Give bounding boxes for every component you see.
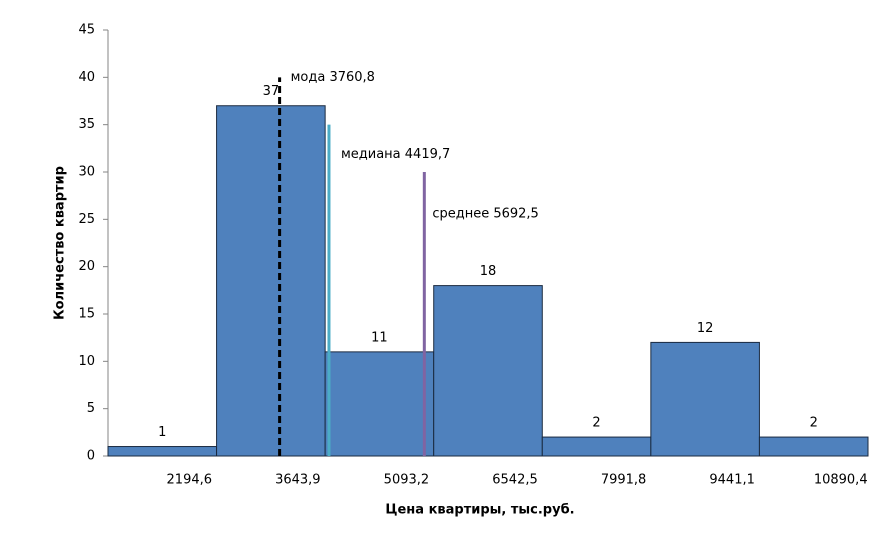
x-axis-title: Цена квартиры, тыс.руб. [385,503,574,518]
y-tick-label: 5 [87,401,95,416]
annotation-label: медиана 4419,7 [341,147,450,162]
y-tick-label: 0 [87,449,95,464]
x-tick-label: 10890,4 [814,473,868,488]
x-tick-label: 7991,8 [601,473,647,488]
value-label: 11 [371,330,388,345]
value-label: 12 [697,321,714,336]
x-tick-label: 6542,5 [492,473,538,488]
x-tick-label: 3643,9 [275,473,321,488]
y-tick-label: 20 [78,259,95,274]
y-tick-label: 30 [78,165,95,180]
value-label: 1 [158,425,166,440]
x-tick-label: 5093,2 [384,473,430,488]
value-label: 37 [263,84,280,99]
y-tick-label: 15 [78,307,95,322]
y-tick-label: 40 [78,70,95,85]
y-tick-label: 35 [78,117,95,132]
x-tick-label: 2194,6 [167,473,213,488]
bar [650,341,760,457]
annotation-label: среднее 5692,5 [432,207,539,222]
bar [433,285,543,457]
bar [758,436,869,457]
value-label: 2 [592,416,600,431]
bar [216,105,326,457]
value-label: 2 [810,416,818,431]
x-tick-label: 9441,1 [709,473,755,488]
y-tick-label: 45 [78,23,95,38]
annotation-label: мода 3760,8 [291,70,375,85]
y-tick-label: 10 [78,354,95,369]
y-axis-title: Количество квартир [53,166,68,320]
bar [541,436,652,457]
y-tick-label: 25 [78,212,95,227]
bar [324,351,435,457]
bar [107,446,218,457]
value-label: 18 [480,264,497,279]
